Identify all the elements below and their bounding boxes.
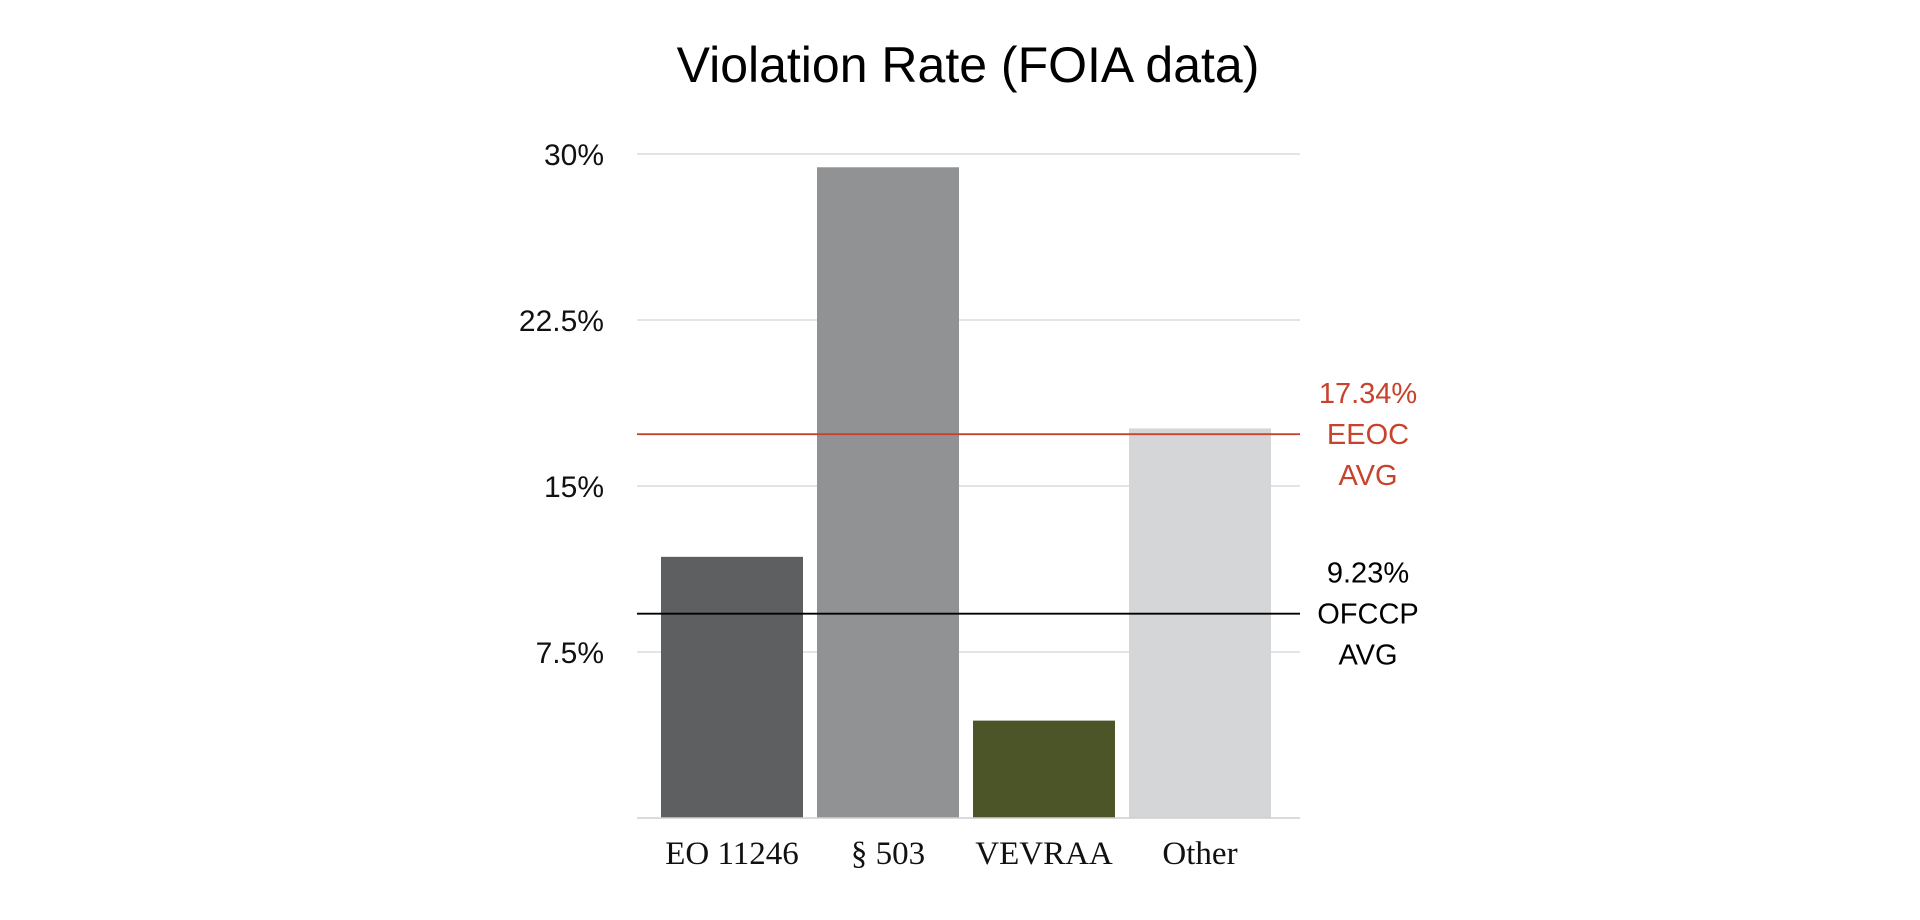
reference-label-0-1: EEOC: [1327, 419, 1409, 451]
x-category-label-3: Other: [1162, 836, 1237, 872]
reference-label-1-0: 9.23%: [1327, 558, 1409, 590]
bar-2: [973, 720, 1115, 818]
reference-label-1-1: OFCCP: [1317, 599, 1419, 631]
x-axis-category-labels: EO 11246 § 503 VEVRAA Other: [665, 836, 1237, 872]
y-axis-tick-labels: 7.5% 15% 22.5% 30%: [519, 139, 604, 670]
chart-title: Violation Rate (FOIA data): [677, 37, 1260, 93]
y-tick-label-1: 15%: [544, 471, 604, 504]
y-tick-label-0: 7.5%: [536, 637, 604, 670]
y-tick-label-3: 30%: [544, 139, 604, 172]
x-category-label-0: EO 11246: [665, 836, 799, 872]
bar-0: [661, 556, 803, 818]
x-category-label-1: § 503: [851, 836, 925, 872]
reference-label-0-2: AVG: [1338, 460, 1397, 492]
x-category-label-2: VEVRAA: [975, 836, 1113, 872]
bars: [661, 167, 1271, 818]
y-tick-label-2: 22.5%: [519, 305, 604, 338]
bar-3: [1129, 428, 1271, 818]
bar-1: [817, 167, 959, 818]
reference-label-0-0: 17.34%: [1319, 378, 1417, 410]
reference-lines: 17.34% EEOC AVG 9.23% OFCCP AVG: [637, 378, 1419, 672]
reference-label-1-2: AVG: [1338, 640, 1397, 672]
